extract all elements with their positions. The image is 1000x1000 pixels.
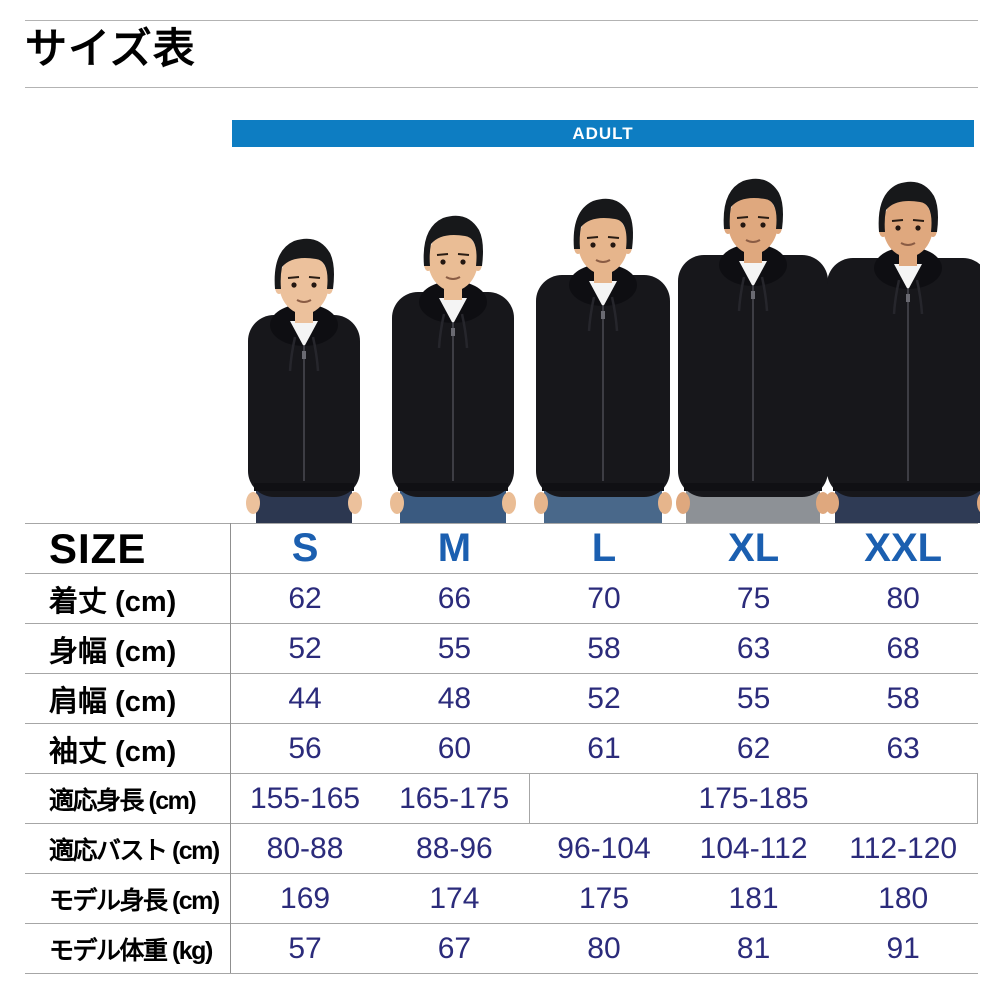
size-table-corner-label: SIZE [25, 523, 231, 574]
size-value-cell: 180 [828, 873, 978, 924]
size-value-cell: 55 [379, 623, 530, 674]
size-value-cell: 48 [379, 673, 530, 724]
size-value-cell: 58 [529, 623, 679, 674]
size-col-header-m: M [379, 523, 530, 574]
size-value-cell: 62 [230, 573, 380, 624]
size-value-cell: 61 [529, 723, 679, 774]
size-value-cell: 68 [828, 623, 978, 674]
size-col-header-l: L [529, 523, 679, 574]
size-value-cell: 80 [828, 573, 978, 624]
size-value-cell: 67 [379, 923, 530, 974]
size-table-row: モデル体重 (kg) 57 67 80 81 91 [25, 923, 978, 974]
size-value-cell: 63 [678, 623, 829, 674]
size-value-cell: 165-175 [379, 773, 530, 824]
size-col-header-s: S [230, 523, 380, 574]
size-value-cell: 112-120 [828, 823, 978, 874]
row-label: 着丈 (cm) [25, 573, 231, 624]
size-value-cell: 58 [828, 673, 978, 724]
size-value-cell: 70 [529, 573, 679, 624]
adult-banner: ADULT [232, 120, 974, 147]
title-rule-top [25, 20, 978, 21]
model-s-figure [246, 238, 362, 523]
size-value-cell: 60 [379, 723, 530, 774]
row-label: 袖丈 (cm) [25, 723, 231, 774]
size-value-cell: 75 [678, 573, 829, 624]
row-label: 身幅 (cm) [25, 623, 231, 674]
row-label: 適応バスト (cm) [25, 823, 231, 874]
size-value-cell: 80-88 [230, 823, 380, 874]
size-table-row: 適応バスト (cm) 80-88 88-96 96-104 104-112 112-120 [25, 823, 978, 874]
adult-banner-label: ADULT [572, 123, 634, 143]
size-table-row: モデル身長 (cm) 169 174 175 181 180 [25, 873, 978, 924]
size-value-cell: 175 [529, 873, 679, 924]
models-photo [232, 150, 980, 523]
size-value-cell: 66 [379, 573, 530, 624]
size-table-header-row: SIZE S M L XL XXL [25, 523, 978, 574]
size-value-cell: 55 [678, 673, 829, 724]
size-value-cell: 181 [678, 873, 829, 924]
size-value-cell: 175-185 [528, 773, 979, 824]
size-value-cell: 57 [230, 923, 380, 974]
models-illustration [246, 178, 980, 523]
size-value-cell: 52 [529, 673, 679, 724]
size-value-cell: 96-104 [529, 823, 679, 874]
size-col-header-xxl: XXL [828, 523, 978, 574]
size-value-cell: 174 [379, 873, 530, 924]
size-value-cell: 104-112 [678, 823, 829, 874]
size-value-cell: 63 [828, 723, 978, 774]
model-l-figure [534, 198, 672, 523]
size-col-header-xl: XL [678, 523, 829, 574]
size-table-row: 適応身長 (cm) 155-165 165-175 175-185 [25, 773, 979, 824]
title-rule-bottom [25, 87, 978, 88]
size-value-cell: 91 [828, 923, 978, 974]
size-value-cell: 88-96 [379, 823, 530, 874]
size-table: SIZE S M L XL XXL 着丈 (cm) 62 66 70 75 80 身幅 (cm) 52 55… [25, 523, 979, 974]
size-value-cell: 155-165 [230, 773, 380, 824]
size-value-cell: 52 [230, 623, 380, 674]
model-m-figure [390, 215, 516, 523]
model-xxl-figure [825, 181, 980, 523]
size-value-cell: 80 [529, 923, 679, 974]
row-label: 適応身長 (cm) [25, 773, 231, 824]
row-label: モデル体重 (kg) [25, 923, 231, 974]
size-table-row: 袖丈 (cm) 56 60 61 62 63 [25, 723, 978, 774]
size-value-cell: 56 [230, 723, 380, 774]
size-table-row: 着丈 (cm) 62 66 70 75 80 [25, 573, 978, 624]
size-table-row: 肩幅 (cm) 44 48 52 55 58 [25, 673, 978, 724]
page-title: サイズ表 [25, 25, 196, 72]
size-value-cell: 44 [230, 673, 380, 724]
size-value-cell: 169 [230, 873, 380, 924]
row-label: 肩幅 (cm) [25, 673, 231, 724]
model-xl-figure [676, 178, 830, 523]
size-value-cell: 81 [678, 923, 829, 974]
row-label: モデル身長 (cm) [25, 873, 231, 924]
size-value-cell: 62 [678, 723, 829, 774]
size-table-row: 身幅 (cm) 52 55 58 63 68 [25, 623, 978, 674]
